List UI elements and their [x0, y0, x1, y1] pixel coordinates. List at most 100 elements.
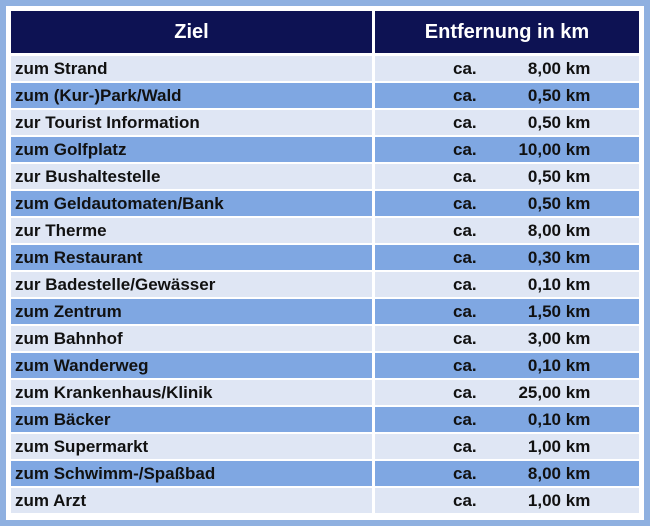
- destination-cell: zum Schwimm-/Spaßbad: [11, 461, 375, 488]
- destination-cell: zum Bäcker: [11, 407, 375, 434]
- distance-prefix: ca.: [453, 490, 477, 510]
- table-row: zum Golfplatz ca. 10,00 km: [11, 137, 639, 164]
- table-row: zum Wanderweg ca. 0,10 km: [11, 353, 639, 380]
- distance-unit: km: [565, 301, 591, 321]
- distance-unit: km: [565, 247, 591, 267]
- table-frame: Ziel Entfernung in km zum Strand ca. 8,00 …: [6, 6, 644, 520]
- table-row: zum Krankenhaus/Klinik ca. 25,00 km: [11, 380, 639, 407]
- distance-prefix: ca.: [453, 382, 477, 402]
- table-row: zum Zentrum ca. 1,50 km: [11, 299, 639, 326]
- distance-unit: km: [565, 220, 591, 240]
- column-header-ziel: Ziel: [11, 11, 375, 56]
- distance-value: 0,10: [527, 409, 561, 429]
- distance-unit: km: [565, 193, 591, 213]
- distance-prefix: ca.: [453, 139, 477, 159]
- destination-cell: zur Tourist Information: [11, 110, 375, 137]
- distance-value: 0,50: [527, 85, 561, 105]
- column-header-entfernung: Entfernung in km: [375, 11, 639, 56]
- distance-cell: ca. 3,00 km: [375, 326, 639, 353]
- distance-cell: ca. 8,00 km: [375, 461, 639, 488]
- destination-cell: zum Bahnhof: [11, 326, 375, 353]
- table-row: zum Schwimm-/Spaßbad ca. 8,00 km: [11, 461, 639, 488]
- distance-prefix: ca.: [453, 112, 477, 132]
- distance-value: 1,00: [527, 490, 561, 510]
- distance-prefix: ca.: [453, 436, 477, 456]
- distance-prefix: ca.: [453, 193, 477, 213]
- table-row: zum Bäcker ca. 0,10 km: [11, 407, 639, 434]
- distance-unit: km: [565, 274, 591, 294]
- distance-prefix: ca.: [453, 463, 477, 483]
- table-row: zum Supermarkt ca. 1,00 km: [11, 434, 639, 461]
- distance-cell: ca. 0,30 km: [375, 245, 639, 272]
- distance-value: 0,10: [527, 274, 561, 294]
- distance-prefix: ca.: [453, 328, 477, 348]
- distance-unit: km: [565, 328, 591, 348]
- distance-prefix: ca.: [453, 58, 477, 78]
- table-row: zum Strand ca. 8,00 km: [11, 56, 639, 83]
- distance-cell: ca. 10,00 km: [375, 137, 639, 164]
- distance-prefix: ca.: [453, 247, 477, 267]
- distance-cell: ca. 0,10 km: [375, 407, 639, 434]
- distance-cell: ca. 0,10 km: [375, 272, 639, 299]
- distance-value: 3,00: [527, 328, 561, 348]
- destination-cell: zum Supermarkt: [11, 434, 375, 461]
- distance-cell: ca. 1,00 km: [375, 434, 639, 461]
- destination-cell: zum Zentrum: [11, 299, 375, 326]
- distance-table: Ziel Entfernung in km zum Strand ca. 8,00 …: [11, 11, 639, 515]
- destination-cell: zur Bushaltestelle: [11, 164, 375, 191]
- distance-unit: km: [565, 166, 591, 186]
- distance-prefix: ca.: [453, 301, 477, 321]
- distance-value: 10,00: [518, 139, 561, 159]
- distance-prefix: ca.: [453, 166, 477, 186]
- destination-cell: zum Krankenhaus/Klinik: [11, 380, 375, 407]
- destination-cell: zum Wanderweg: [11, 353, 375, 380]
- distance-value: 0,50: [527, 112, 561, 132]
- distance-unit: km: [565, 382, 591, 402]
- distance-unit: km: [565, 112, 591, 132]
- destination-cell: zur Badestelle/Gewässer: [11, 272, 375, 299]
- distance-prefix: ca.: [453, 355, 477, 375]
- table-row: zum Bahnhof ca. 3,00 km: [11, 326, 639, 353]
- distance-unit: km: [565, 85, 591, 105]
- distance-unit: km: [565, 139, 591, 159]
- destination-cell: zum Arzt: [11, 488, 375, 515]
- table-row: zum Restaurant ca. 0,30 km: [11, 245, 639, 272]
- destination-cell: zum Golfplatz: [11, 137, 375, 164]
- distance-cell: ca. 0,10 km: [375, 353, 639, 380]
- distance-cell: ca. 1,50 km: [375, 299, 639, 326]
- distance-cell: ca. 0,50 km: [375, 164, 639, 191]
- distance-prefix: ca.: [453, 274, 477, 294]
- destination-cell: zur Therme: [11, 218, 375, 245]
- distance-value: 0,30: [527, 247, 561, 267]
- distance-unit: km: [565, 355, 591, 375]
- distance-value: 0,50: [527, 166, 561, 186]
- distance-value: 25,00: [518, 382, 561, 402]
- distance-prefix: ca.: [453, 409, 477, 429]
- distance-value: 1,00: [527, 436, 561, 456]
- table-row: zum (Kur-)Park/Wald ca. 0,50 km: [11, 83, 639, 110]
- distance-cell: ca. 8,00 km: [375, 218, 639, 245]
- distance-value: 1,50: [527, 301, 561, 321]
- distance-cell: ca. 0,50 km: [375, 110, 639, 137]
- distance-value: 8,00: [527, 220, 561, 240]
- table-row: zum Geldautomaten/Bank ca. 0,50 km: [11, 191, 639, 218]
- distance-cell: ca. 8,00 km: [375, 56, 639, 83]
- distance-unit: km: [565, 490, 591, 510]
- distance-unit: km: [565, 58, 591, 78]
- distance-cell: ca. 25,00 km: [375, 380, 639, 407]
- table-row: zum Arzt ca. 1,00 km: [11, 488, 639, 515]
- distance-value: 0,10: [527, 355, 561, 375]
- destination-cell: zum (Kur-)Park/Wald: [11, 83, 375, 110]
- distance-value: 8,00: [527, 463, 561, 483]
- distance-unit: km: [565, 409, 591, 429]
- destination-cell: zum Restaurant: [11, 245, 375, 272]
- distance-unit: km: [565, 436, 591, 456]
- destination-cell: zum Geldautomaten/Bank: [11, 191, 375, 218]
- distance-prefix: ca.: [453, 220, 477, 240]
- distance-value: 8,00: [527, 58, 561, 78]
- table-row: zur Therme ca. 8,00 km: [11, 218, 639, 245]
- destination-cell: zum Strand: [11, 56, 375, 83]
- distance-unit: km: [565, 463, 591, 483]
- table-row: zur Badestelle/Gewässer ca. 0,10 km: [11, 272, 639, 299]
- distance-value: 0,50: [527, 193, 561, 213]
